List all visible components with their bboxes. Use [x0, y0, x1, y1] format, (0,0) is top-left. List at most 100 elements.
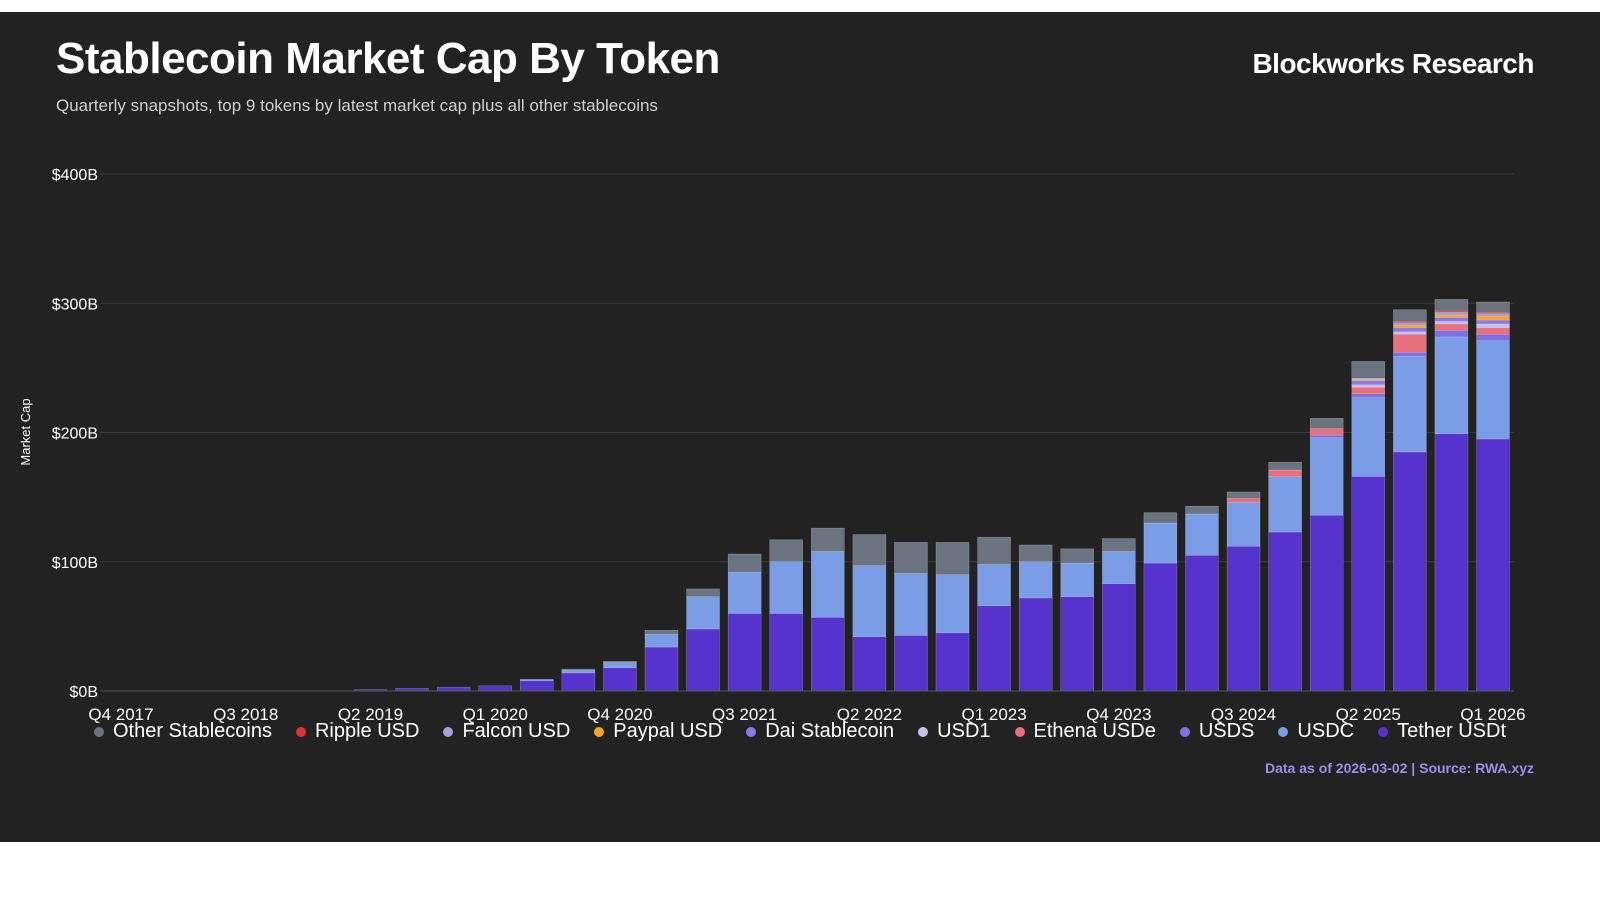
- bar-segment-usdc[interactable]: Q2 2022 – USDC: $55B: [852, 565, 887, 637]
- bar-segment-usdc[interactable]: Q3 2025 – USDC: $74B: [1393, 355, 1427, 453]
- bar-segment-tether-usdt[interactable]: Q1 2024 – Tether USDt: $99B: [1143, 562, 1178, 692]
- bar-segment-other-stablecoins[interactable]: Q3 2021 – Other Stablecoins: $14B: [727, 553, 762, 573]
- bar-segment-usdc[interactable]: Q2 2020 – USDC: $1B: [520, 679, 554, 681]
- bar-segment-other-stablecoins[interactable]: Q2 2024 – Other Stablecoins: $6B: [1185, 505, 1219, 515]
- bar-segment-tether-usdt[interactable]: Q3 2025 – Tether USDt: $185B: [1393, 451, 1427, 692]
- legend-item-ripple-usd[interactable]: Ripple USD: [295, 720, 419, 743]
- legend-item-dai-stablecoin[interactable]: Dai Stablecoin: [746, 720, 894, 743]
- bar-segment-usds[interactable]: Q1 2026 – USDS: $5B: [1476, 334, 1510, 341]
- bar-segment-usdc[interactable]: Q3 2023 – USDC: $26B: [1060, 562, 1094, 597]
- bar-segment-usd1[interactable]: Q2 2025 – USD1: $2B: [1351, 384, 1386, 388]
- bar-segment-other-stablecoins[interactable]: Q4 2024 – Other Stablecoins: $6B: [1268, 461, 1302, 471]
- bar-segment-tether-usdt[interactable]: Q2 2023 – Tether USDt: $72B: [1018, 597, 1053, 692]
- bar-segment-other-stablecoins[interactable]: Q3 2023 – Other Stablecoins: $11B: [1060, 548, 1094, 564]
- bar-segment-tether-usdt[interactable]: Q4 2020 – Tether USDt: $18B: [603, 667, 637, 692]
- bar-segment-tether-usdt[interactable]: Q3 2024 – Tether USDt: $112B: [1226, 545, 1261, 692]
- bar-segment-usds[interactable]: Q2 2025 – USDS: $3B: [1351, 393, 1386, 398]
- bar-segment-other-stablecoins[interactable]: Q3 2024 – Other Stablecoins: $5B: [1226, 491, 1261, 499]
- legend-item-other-stablecoins[interactable]: Other Stablecoins: [93, 720, 272, 743]
- bar-segment-falcon-usd[interactable]: Q3 2025 – Falcon USD: $2B: [1393, 322, 1427, 326]
- bar-segment-other-stablecoins[interactable]: Q1 2024 – Other Stablecoins: $8B: [1143, 512, 1178, 524]
- bar-segment-ethena-usde[interactable]: Q3 2024 – Ethena USDe: $3B: [1226, 498, 1261, 503]
- bar-segment-usdc[interactable]: Q4 2024 – USDC: $43B: [1268, 476, 1302, 533]
- bar-segment-dai-stablecoin[interactable]: Q3 2025 – Dai Stablecoin: $3B: [1393, 327, 1427, 332]
- bar-segment-tether-usdt[interactable]: Q1 2026 – Tether USDt: $195B: [1476, 438, 1510, 692]
- bar-segment-tether-usdt[interactable]: Q3 2023 – Tether USDt: $73B: [1060, 596, 1094, 692]
- bar-segment-falcon-usd[interactable]: Q4 2025 – Falcon USD: $2B: [1434, 312, 1469, 316]
- bar-segment-other-stablecoins[interactable]: Q4 2022 – Other Stablecoins: $25B: [935, 542, 970, 575]
- bar-segment-usdc[interactable]: Q2 2024 – USDC: $32B: [1185, 513, 1219, 556]
- bar-segment-ethena-usde[interactable]: Q4 2024 – Ethena USDe: $5B: [1268, 469, 1302, 477]
- bar-segment-other-stablecoins[interactable]: Q1 2025 – Other Stablecoins: $8B: [1309, 418, 1344, 429]
- legend-item-falcon-usd[interactable]: Falcon USD: [443, 720, 570, 743]
- bar-segment-tether-usdt[interactable]: Q1 2020 – Tether USDt: $4B: [478, 685, 512, 692]
- bar-segment-usdc[interactable]: Q3 2022 – USDC: $48B: [894, 573, 928, 636]
- legend-item-ethena-usde[interactable]: Ethena USDe: [1014, 720, 1156, 743]
- bar-segment-usdc[interactable]: Q1 2023 – USDC: $32B: [977, 564, 1011, 606]
- bar-segment-usds[interactable]: Q4 2025 – USDS: $5B: [1434, 330, 1469, 338]
- bar-segment-tether-usdt[interactable]: Q2 2022 – Tether USDt: $42B: [852, 636, 887, 692]
- bar-segment-usdc[interactable]: Q2 2021 – USDC: $25B: [686, 596, 720, 630]
- bar-segment-tether-usdt[interactable]: Q4 2023 – Tether USDt: $83B: [1102, 583, 1136, 692]
- bar-segment-tether-usdt[interactable]: Q2 2021 – Tether USDt: $48B: [686, 628, 720, 692]
- bar-segment-usdc[interactable]: Q4 2021 – USDC: $40B: [769, 561, 803, 614]
- bar-segment-usd1[interactable]: Q4 2025 – USD1: $2B: [1434, 321, 1469, 325]
- bar-segment-tether-usdt[interactable]: Q4 2021 – Tether USDt: $60B: [769, 613, 803, 692]
- bar-segment-falcon-usd[interactable]: Q2 2025 – Falcon USD: $1B: [1351, 377, 1386, 380]
- bar-segment-usdc[interactable]: Q2 2025 – USDC: $61B: [1351, 397, 1386, 477]
- bar-segment-other-stablecoins[interactable]: Q2 2021 – Other Stablecoins: $6B: [686, 588, 720, 597]
- bar-segment-tether-usdt[interactable]: Q2 2020 – Tether USDt: $8B: [520, 680, 554, 692]
- bar-segment-other-stablecoins[interactable]: Q1 2022 – Other Stablecoins: $18B: [811, 527, 845, 552]
- bar-segment-tether-usdt[interactable]: Q3 2022 – Tether USDt: $43B: [894, 635, 928, 692]
- bar-segment-usd1[interactable]: Q3 2025 – USD1: $2B: [1393, 331, 1427, 335]
- bar-segment-paypal-usd[interactable]: Q1 2026 – Paypal USD: $3B: [1476, 315, 1510, 321]
- bar-segment-ethena-usde[interactable]: Q4 2025 – Ethena USDe: $5B: [1434, 323, 1469, 331]
- bar-segment-usds[interactable]: Q3 2025 – USDS: $3B: [1393, 352, 1427, 357]
- bar-segment-usdc[interactable]: Q2 2023 – USDC: $28B: [1018, 561, 1053, 599]
- bar-segment-tether-usdt[interactable]: Q1 2025 – Tether USDt: $136B: [1309, 514, 1344, 692]
- bar-segment-usdc[interactable]: Q1 2025 – USDC: $60B: [1309, 437, 1344, 516]
- bar-segment-ethena-usde[interactable]: Q1 2026 – Ethena USDe: $5B: [1476, 327, 1510, 335]
- bar-segment-tether-usdt[interactable]: Q1 2023 – Tether USDt: $66B: [977, 605, 1011, 692]
- bar-segment-other-stablecoins[interactable]: Q2 2023 – Other Stablecoins: $13B: [1018, 544, 1053, 563]
- bar-segment-tether-usdt[interactable]: Q2 2025 – Tether USDt: $166B: [1351, 476, 1386, 692]
- legend-item-usds[interactable]: USDS: [1179, 720, 1254, 743]
- bar-segment-dai-stablecoin[interactable]: Q4 2025 – Dai Stablecoin: $3B: [1434, 317, 1469, 322]
- bar-segment-falcon-usd[interactable]: Q1 2026 – Falcon USD: $2B: [1476, 313, 1510, 317]
- bar-segment-other-stablecoins[interactable]: Q3 2020 – Other Stablecoins: $1B: [561, 668, 596, 671]
- bar-segment-tether-usdt[interactable]: Q4 2024 – Tether USDt: $123B: [1268, 531, 1302, 692]
- legend-item-tether-usdt[interactable]: Tether USDt: [1378, 720, 1506, 743]
- bar-segment-usdc[interactable]: Q1 2021 – USDC: $10B: [644, 633, 679, 648]
- bar-segment-usdc[interactable]: Q4 2023 – USDC: $25B: [1102, 551, 1136, 584]
- bar-segment-usdc[interactable]: Q3 2020 – USDC: $2B: [561, 670, 596, 674]
- bar-segment-other-stablecoins[interactable]: Q2 2025 – Other Stablecoins: $13B: [1351, 361, 1386, 379]
- bar-segment-other-stablecoins[interactable]: Q1 2021 – Other Stablecoins: $3B: [644, 630, 679, 635]
- legend-item-paypal-usd[interactable]: Paypal USD: [594, 720, 722, 743]
- bar-segment-paypal-usd[interactable]: Q4 2025 – Paypal USD: $2B: [1434, 314, 1469, 318]
- bar-segment-other-stablecoins[interactable]: Q3 2025 – Other Stablecoins: $9B: [1393, 309, 1427, 322]
- bar-segment-other-stablecoins[interactable]: Q4 2023 – Other Stablecoins: $10B: [1102, 538, 1136, 552]
- bar-segment-other-stablecoins[interactable]: Q4 2020 – Other Stablecoins: $1B: [603, 661, 637, 663]
- bar-segment-ripple-usd[interactable]: Q3 2025 – Ripple USD: $1B: [1393, 321, 1427, 323]
- bar-segment-ethena-usde[interactable]: Q1 2025 – Ethena USDe: $5B: [1309, 428, 1344, 436]
- bar-segment-tether-usdt[interactable]: Q1 2022 – Tether USDt: $57B: [811, 617, 845, 692]
- bar-segment-usdc[interactable]: Q1 2024 – USDC: $31B: [1143, 522, 1178, 564]
- bar-segment-usd1[interactable]: Q1 2026 – USD1: $3B: [1476, 323, 1510, 329]
- bar-segment-tether-usdt[interactable]: Q3 2020 – Tether USDt: $14B: [561, 672, 596, 692]
- bar-segment-usdc[interactable]: Q1 2022 – USDC: $51B: [811, 551, 845, 618]
- bar-segment-usdc[interactable]: Q3 2021 – USDC: $32B: [727, 571, 762, 614]
- bar-segment-dai-stablecoin[interactable]: Q2 2025 – Dai Stablecoin: $3B: [1351, 380, 1386, 385]
- bar-segment-ethena-usde[interactable]: Q2 2025 – Ethena USDe: $5B: [1351, 387, 1386, 394]
- bar-segment-other-stablecoins[interactable]: Q1 2026 – Other Stablecoins: $8B: [1476, 301, 1510, 313]
- bar-segment-usdc[interactable]: Q4 2020 – USDC: $4B: [603, 662, 637, 668]
- bar-segment-other-stablecoins[interactable]: Q4 2021 – Other Stablecoins: $17B: [769, 539, 803, 563]
- bar-segment-other-stablecoins[interactable]: Q4 2025 – Other Stablecoins: $9B: [1434, 299, 1469, 312]
- bar-segment-other-stablecoins[interactable]: Q1 2023 – Other Stablecoins: $21B: [977, 536, 1011, 565]
- bar-segment-tether-usdt[interactable]: Q3 2021 – Tether USDt: $60B: [727, 613, 762, 692]
- bar-segment-usdc[interactable]: Q1 2026 – USDC: $76B: [1476, 340, 1510, 440]
- bar-segment-other-stablecoins[interactable]: Q2 2022 – Other Stablecoins: $24B: [852, 534, 887, 566]
- bar-segment-tether-usdt[interactable]: Q2 2024 – Tether USDt: $105B: [1185, 555, 1219, 692]
- bar-segment-tether-usdt[interactable]: Q4 2022 – Tether USDt: $45B: [935, 632, 970, 692]
- legend-item-usd1[interactable]: USD1: [918, 720, 991, 743]
- bar-segment-tether-usdt[interactable]: Q4 2025 – Tether USDt: $199B: [1434, 433, 1469, 692]
